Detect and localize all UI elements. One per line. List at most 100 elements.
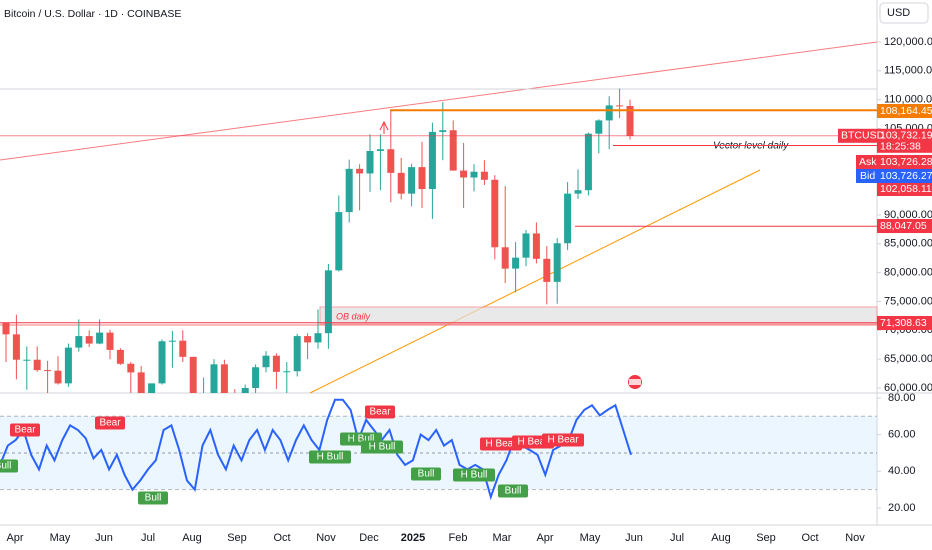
- x-tick-label: May: [50, 532, 71, 544]
- y-tick-label: 90,000.00: [884, 209, 932, 221]
- candle-body: [376, 149, 384, 151]
- candle-body: [137, 372, 145, 393]
- candle-body: [397, 172, 405, 194]
- price-badge-label: 102,058.11: [880, 183, 932, 195]
- candle-body: [44, 370, 52, 372]
- signal-label: Bull: [418, 469, 435, 480]
- price-badge-label: 88,047.05: [880, 220, 927, 232]
- title: Bitcoin / U.S. Dollar · 1D · COINBASE: [4, 8, 181, 20]
- candle-body: [356, 168, 364, 174]
- trend-line: [309, 169, 761, 394]
- signal-label: Bear: [14, 425, 36, 436]
- symbol-label: BTCUSD: [841, 130, 885, 142]
- y-tick-label: 60,000.00: [884, 382, 932, 394]
- trend-line: [0, 41, 878, 161]
- x-tick-label: Jun: [95, 532, 113, 544]
- ob-zone: [319, 306, 878, 325]
- price-badge: [877, 128, 932, 143]
- annotation: OB daily: [336, 311, 371, 321]
- arrow: [379, 120, 389, 134]
- candle-body: [366, 150, 374, 174]
- currency-button[interactable]: [879, 2, 929, 24]
- candle-body: [85, 336, 93, 344]
- price-badge-label: 71,308.63: [880, 317, 927, 329]
- candle-body: [418, 167, 426, 190]
- ask-label: Ask: [859, 156, 877, 168]
- candle-body: [12, 334, 20, 360]
- annotation: Vector level daily: [713, 141, 789, 152]
- candle-body: [470, 171, 478, 178]
- signal-label: Bull: [145, 493, 162, 504]
- candle-body: [480, 171, 488, 180]
- candle-body: [512, 257, 520, 269]
- x-tick-label: Mar: [493, 532, 512, 544]
- signal-badge: [95, 416, 125, 430]
- signal-badge: [498, 484, 528, 498]
- bid-badge: [856, 169, 932, 183]
- x-tick-label: Apr: [6, 532, 23, 544]
- signal-label: H Bear: [517, 437, 549, 448]
- candle-body: [23, 359, 31, 361]
- y-tick-label: 115,000.00: [884, 65, 932, 77]
- countdown: 18:25:38: [880, 141, 921, 153]
- signal-label: H Bull: [317, 452, 344, 463]
- event-icon: [629, 379, 641, 385]
- x-tick-label: Apr: [536, 532, 553, 544]
- candle-body: [54, 370, 62, 384]
- candle-body: [168, 340, 176, 342]
- candle-body: [252, 367, 260, 388]
- candle-body: [460, 170, 468, 178]
- symbol-badge: [838, 128, 877, 143]
- signal-badge: [542, 433, 584, 447]
- countdown-badge: [877, 140, 932, 153]
- signal-label: H Bull: [348, 434, 375, 445]
- signal-label: H Bear: [485, 439, 517, 450]
- price-badge: [877, 104, 932, 118]
- x-tick-label: 2025: [401, 532, 425, 544]
- x-tick-label: Nov: [316, 532, 336, 544]
- candle-body: [272, 355, 280, 372]
- candle-body: [387, 149, 395, 173]
- x-tick-label: Sep: [227, 532, 247, 544]
- price-badge: [877, 219, 932, 233]
- y-tick-label: 120,000.00: [884, 36, 932, 48]
- x-tick-label: Jul: [670, 532, 684, 544]
- price-badge: [877, 182, 932, 196]
- candle-body: [605, 105, 613, 121]
- x-tick-label: Dec: [359, 532, 379, 544]
- candle-body: [553, 243, 561, 282]
- signal-badge: [309, 450, 351, 464]
- candle-body: [64, 347, 72, 384]
- y-tick-label: 60.00: [888, 429, 916, 441]
- candle-body: [501, 247, 509, 269]
- candle-body: [626, 105, 634, 136]
- candle-body: [116, 349, 124, 364]
- candle-body: [241, 387, 249, 393]
- signal-label: Bull: [505, 486, 522, 497]
- candle-body: [595, 120, 603, 134]
- candle-body: [428, 131, 436, 190]
- x-tick-label: Nov: [845, 532, 865, 544]
- signal-label: Bear: [369, 407, 391, 418]
- signal-label: Bear: [99, 418, 121, 429]
- candle-body: [564, 193, 572, 244]
- candle-body: [200, 395, 207, 396]
- bid-label: Bid: [860, 170, 875, 182]
- ask-badge: [856, 155, 932, 169]
- candle-body: [304, 336, 312, 343]
- candle-body: [179, 340, 187, 357]
- signal-badge: [0, 459, 18, 473]
- candle-body: [127, 363, 135, 373]
- signal-badge: [138, 491, 168, 505]
- candle-body: [345, 168, 353, 213]
- candle-body: [574, 190, 582, 194]
- y-tick-label: 40.00: [888, 465, 916, 477]
- candle-body: [522, 233, 530, 258]
- signal-label: H Bear: [547, 435, 579, 446]
- candle-body: [283, 371, 291, 373]
- x-tick-label: Jul: [141, 532, 155, 544]
- x-tick-label: Feb: [449, 532, 468, 544]
- signal-badge: [10, 423, 40, 437]
- currency: USD: [887, 7, 910, 19]
- candle-body: [106, 332, 114, 350]
